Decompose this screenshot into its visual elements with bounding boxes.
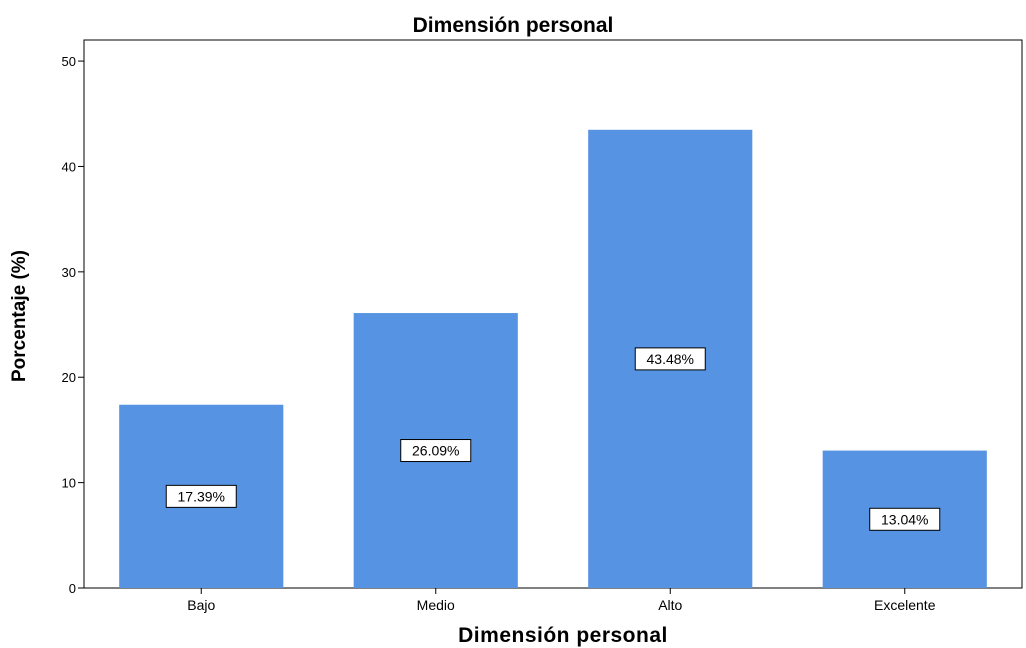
data-label-box xyxy=(400,439,472,463)
y-tick-label: 30 xyxy=(62,265,76,280)
data-label-box xyxy=(165,484,237,508)
data-label: 13.04% xyxy=(881,511,928,527)
data-labels: 17.39% 26.09% 43.48% 13.04% xyxy=(165,347,941,531)
y-tick-label: 10 xyxy=(62,476,76,491)
x-axis-title: Dimensión personal xyxy=(458,624,668,647)
data-label-box xyxy=(634,347,706,371)
axes: 0 10 20 30 40 50 Bajo Medio Alto Excelente xyxy=(62,39,1023,613)
bars xyxy=(119,129,987,588)
data-label: 43.48% xyxy=(647,351,694,367)
x-tick-label: Excelente xyxy=(874,597,936,613)
y-tick-label: 0 xyxy=(69,581,76,596)
x-tick-label: Alto xyxy=(658,597,682,613)
x-tick-label: Bajo xyxy=(187,597,215,613)
plot-frame xyxy=(83,39,1023,589)
data-label: 26.09% xyxy=(412,443,459,459)
y-tick-label: 40 xyxy=(62,159,76,174)
chart-title: Dimensión personal xyxy=(412,14,614,37)
y-tick-label: 20 xyxy=(62,370,76,385)
data-label: 17.39% xyxy=(178,488,225,504)
y-tick-label: 50 xyxy=(62,54,76,69)
x-tick-label: Medio xyxy=(417,597,455,613)
data-label-box xyxy=(869,507,941,531)
